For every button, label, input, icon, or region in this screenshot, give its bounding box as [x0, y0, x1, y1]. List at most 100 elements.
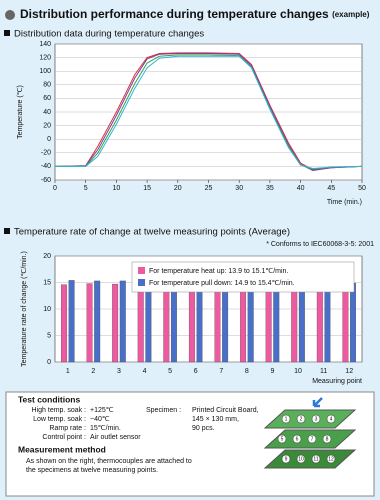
y-tick-label: 5 — [47, 332, 51, 339]
method-title: Measurement method — [18, 444, 106, 454]
conditions-title: Test conditions — [18, 394, 80, 404]
x-tick-label: 3 — [117, 368, 121, 375]
x-tick-label: 25 — [205, 185, 213, 192]
point-marker — [311, 414, 321, 424]
condition-value: −40℃ — [90, 416, 110, 423]
x-tick-label: 5 — [84, 185, 88, 192]
condition-value: Air outlet sensor — [90, 434, 141, 441]
chart-title: Distribution data during temperature cha… — [14, 29, 204, 40]
bar — [342, 288, 349, 363]
x-axis-label: Time (min.) — [327, 199, 362, 206]
y-tick-label: -60 — [41, 177, 51, 184]
x-axis-label: Measuring point — [312, 378, 362, 385]
x-tick-label: 2 — [91, 368, 95, 375]
x-tick-label: 6 — [194, 368, 198, 375]
bar — [188, 284, 195, 363]
airflow-arrow — [312, 397, 323, 408]
title-note: (example) — [332, 10, 370, 19]
heading-bullet — [4, 30, 10, 36]
bar — [273, 282, 280, 363]
page-title: Distribution performance during temperat… — [20, 7, 370, 21]
bar — [298, 282, 305, 363]
condition-label: Control point : — [42, 434, 86, 441]
y-tick-label: 100 — [39, 68, 51, 75]
bar — [350, 282, 356, 363]
bar — [324, 280, 331, 363]
x-tick-label: 10 — [294, 368, 302, 375]
y-tick-label: 120 — [39, 54, 51, 61]
x-tick-label: 35 — [266, 185, 274, 192]
point-label: 4 — [330, 416, 333, 422]
bar — [247, 280, 254, 363]
title-bullet — [5, 10, 15, 20]
x-tick-label: 1 — [66, 368, 70, 375]
series-line — [55, 55, 363, 169]
bar — [291, 288, 298, 363]
bar — [163, 284, 170, 363]
x-tick-label: 9 — [271, 368, 275, 375]
y-tick-label: 140 — [39, 41, 51, 48]
point-label: 6 — [296, 436, 299, 442]
point-label: 8 — [326, 436, 329, 442]
legend-label: For temperature heat up: 13.9 to 15.1℃/m… — [149, 268, 288, 275]
point-label: 3 — [315, 416, 318, 422]
point-marker — [292, 434, 302, 444]
point-marker — [277, 434, 287, 444]
board — [263, 409, 357, 429]
specimen-value: 145 × 130 mm, — [192, 416, 239, 423]
y-tick-label: -20 — [41, 150, 51, 157]
bar — [137, 285, 144, 363]
legend-label: For temperature pull down: 14.9 to 15.4℃… — [149, 280, 295, 287]
point-marker — [326, 454, 336, 464]
condition-label: Ramp rate : — [49, 425, 86, 432]
bar — [222, 282, 229, 363]
specimen-value: 90 pcs. — [192, 425, 215, 432]
point-label: 5 — [281, 436, 284, 442]
heading-bullet — [4, 228, 10, 234]
method-text: the specimens at twelve measuring points… — [26, 467, 158, 474]
chart-note: * Conforms to IEC60068-3-5: 2001 — [266, 241, 374, 248]
bar — [265, 287, 272, 363]
point-marker — [326, 414, 336, 424]
condition-value: 15℃/min. — [90, 425, 121, 432]
x-tick-label: 50 — [358, 185, 366, 192]
chart-title: Temperature rate of change at twelve mea… — [14, 227, 290, 238]
condition-label: Low temp. soak : — [33, 416, 86, 423]
x-tick-label: 12 — [345, 368, 353, 375]
y-tick-label: 0 — [47, 359, 51, 366]
condition-value: +125℃ — [90, 407, 114, 414]
bar — [240, 286, 247, 363]
bar — [68, 280, 75, 363]
x-tick-label: 5 — [168, 368, 172, 375]
y-tick-label: -40 — [41, 163, 51, 170]
y-tick-label: 20 — [43, 253, 51, 260]
bar — [86, 283, 93, 363]
point-label: 1 — [285, 416, 288, 422]
y-axis-label: Temperature rate of change (℃/min.) — [21, 251, 28, 367]
bar — [112, 283, 119, 363]
x-tick-label: 45 — [327, 185, 335, 192]
y-tick-label: 10 — [43, 306, 51, 313]
bar — [214, 287, 221, 363]
bar — [170, 281, 177, 363]
bar — [94, 280, 101, 363]
point-marker — [296, 414, 306, 424]
point-marker — [311, 454, 321, 464]
specimen-label: Specimen : — [146, 407, 181, 414]
y-tick-label: 60 — [43, 95, 51, 102]
point-marker — [281, 414, 291, 424]
point-label: 7 — [311, 436, 314, 442]
point-label: 2 — [300, 416, 303, 422]
point-label: 12 — [328, 456, 334, 462]
x-tick-label: 10 — [113, 185, 121, 192]
y-tick-label: 20 — [43, 122, 51, 129]
method-text: As shown on the right, thermocouples are… — [26, 458, 192, 465]
y-tick-label: 15 — [43, 279, 51, 286]
x-tick-label: 11 — [320, 368, 327, 375]
x-tick-label: 30 — [235, 185, 243, 192]
x-tick-label: 0 — [53, 185, 57, 192]
legend-box — [131, 261, 355, 293]
x-tick-label: 40 — [297, 185, 305, 192]
legend-swatch — [138, 267, 145, 274]
